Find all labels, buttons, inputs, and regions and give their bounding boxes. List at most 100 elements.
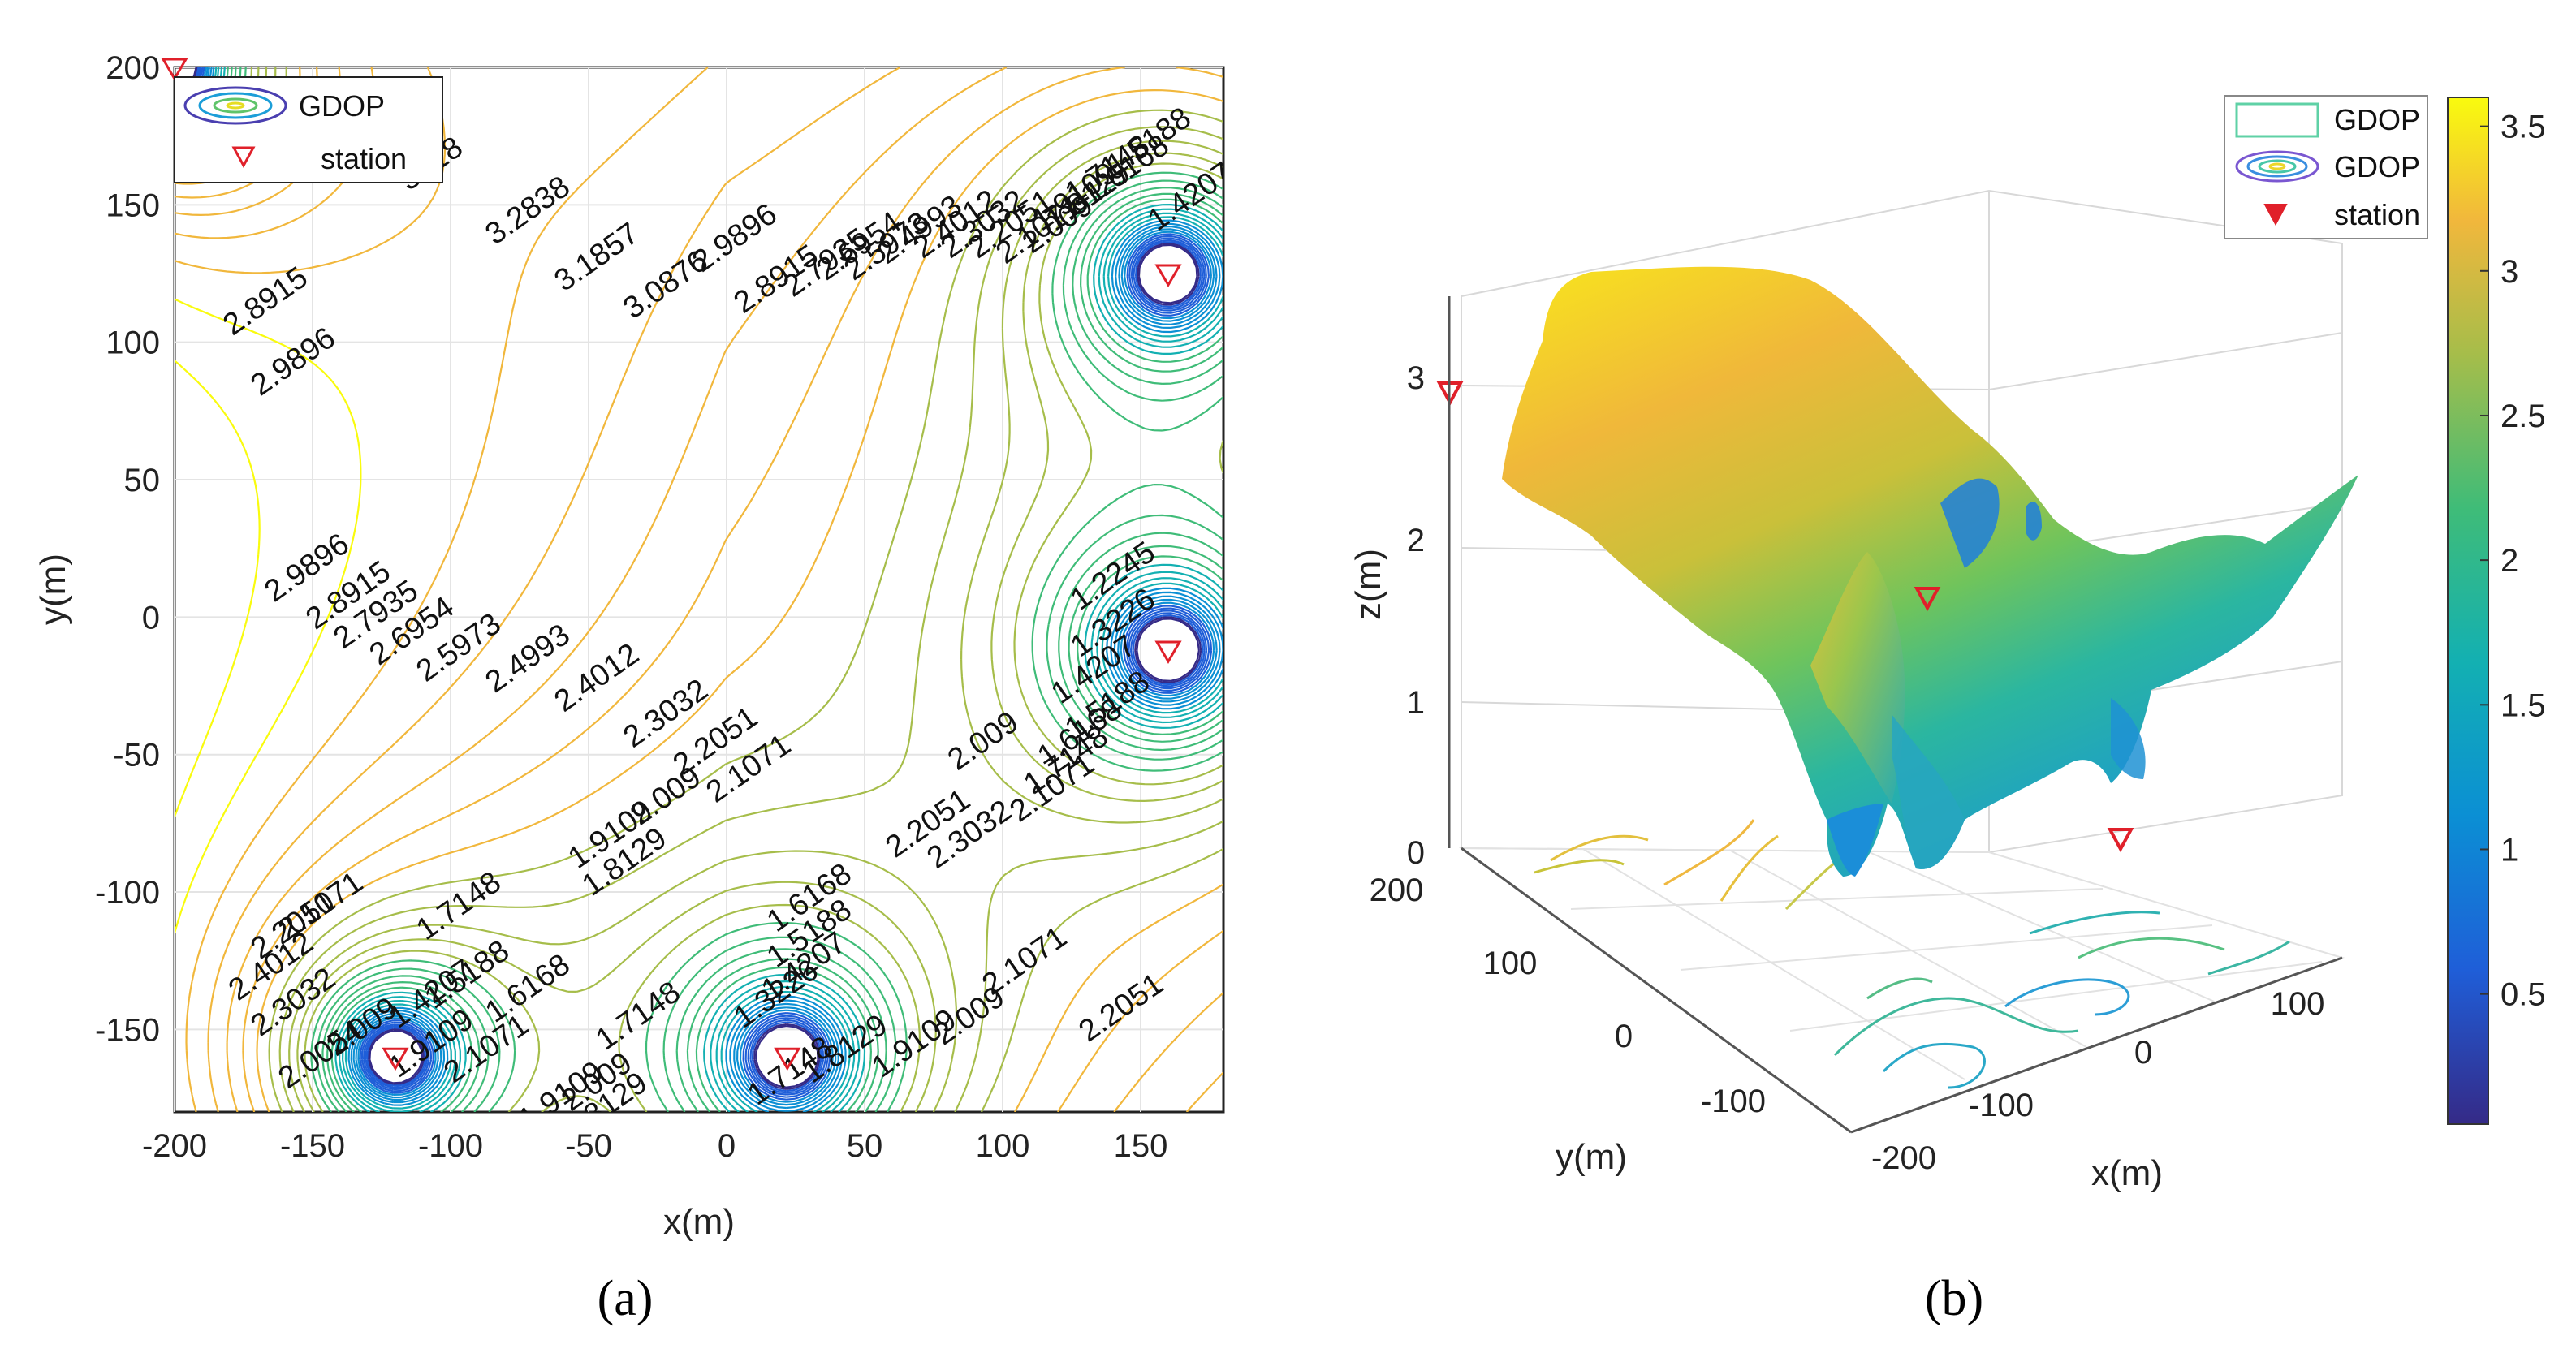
x-tick-label: -200: [142, 1128, 207, 1164]
z-tick-label: 1: [1407, 685, 1425, 721]
contour-line: [175, 67, 1202, 1090]
z-tick-label: 0: [1407, 835, 1425, 871]
contour-line: [175, 360, 261, 817]
panel-label-b: (b): [1925, 1271, 1983, 1326]
contour-line: [175, 67, 1223, 1112]
gdop-legend-icon: [183, 86, 287, 125]
contour-line: [175, 67, 1223, 1112]
contour-lines: [175, 67, 1223, 1112]
colorbar-tick-label: 3: [2500, 254, 2518, 290]
legend-entry-gdop: GDOP: [299, 89, 385, 123]
x-tick-label: -100: [418, 1128, 483, 1164]
y-tick-label: -100: [1701, 1084, 1766, 1119]
legend-3d: GDOP GDOP station: [2224, 95, 2428, 239]
gdop-surface-legend-icon: [2235, 102, 2319, 138]
contour-line: [175, 67, 1210, 1098]
x-tick-label: 0: [2134, 1035, 2152, 1071]
y-tick-labels: 200 150 100 50 0 -50 -100 -150: [95, 50, 160, 1048]
x-axis-label: x(m): [663, 1202, 735, 1242]
y-tick-label: 200: [106, 50, 160, 86]
x-tick-labels-3d: -200 -100 0 100: [1871, 986, 2324, 1176]
axis-lines: [1448, 296, 2343, 1134]
y-tick-label: 0: [1615, 1019, 1633, 1054]
x-tick-label: 100: [2271, 986, 2325, 1022]
contour-line: [175, 67, 1206, 1094]
contour-line: [175, 67, 1218, 1106]
station-marker: [1154, 640, 1182, 664]
legend: GDOP station: [174, 76, 443, 183]
contour-line: [175, 67, 1223, 1112]
z-tick-label: 3: [1407, 360, 1425, 396]
y-tick-label: 100: [1483, 946, 1538, 981]
colorbar-tick-label: 1.5: [2500, 687, 2546, 723]
x-tick-label: -50: [565, 1128, 612, 1164]
contour-line: [175, 67, 1223, 1112]
station-marker: [774, 1047, 801, 1071]
gdop-contour-legend-icon: [2235, 150, 2319, 183]
colorbar-gradient: [2447, 97, 2489, 1125]
x-tick-label: -100: [1969, 1088, 2034, 1123]
x-axis-label-3d: x(m): [2091, 1153, 2163, 1193]
contour-line: [175, 67, 1213, 1101]
contour-line: [175, 67, 1223, 1112]
colorbar-tick-label: 3.5: [2500, 110, 2546, 145]
contour-line: [175, 67, 1208, 1096]
y-tick-label: 100: [106, 325, 160, 361]
z-tick-labels: 3 2 1 0: [1407, 360, 1425, 871]
contour-line: [175, 67, 1223, 1112]
colorbar-tick-label: 0.5: [2500, 977, 2546, 1013]
contour-line: [175, 67, 1221, 1110]
y-axis-label-3d: y(m): [1556, 1137, 1627, 1177]
contour-line: [175, 67, 1223, 1112]
gdop-surface: [1502, 266, 2358, 877]
station-marker: [1914, 587, 1941, 612]
station-marker: [2107, 828, 2134, 853]
colorbar-tick-label: 1: [2500, 832, 2518, 868]
colorbar-tick-labels: 3.5 3 2.5 2 1.5 1 0.5: [2480, 110, 2546, 1013]
x-tick-label: -200: [1871, 1140, 1936, 1176]
colorbar-tick-label: 2: [2500, 543, 2518, 579]
z-tick-label: 2: [1407, 523, 1425, 558]
y-tick-label: -150: [95, 1012, 160, 1048]
y-tick-label: -100: [95, 875, 160, 911]
y-tick-label: 200: [1370, 873, 1424, 908]
station-markers: [161, 58, 1182, 1071]
contour-line: [175, 67, 1223, 1112]
contour-line: [175, 67, 1223, 1112]
legend-entry-gdop-surface: GDOP: [2334, 103, 2420, 136]
y-axis-label: y(m): [33, 554, 73, 625]
contour-plot-panel: 38183.28383.18573.08762.98962.89152.9896…: [33, 50, 1225, 1326]
station-marker: [1154, 264, 1182, 287]
station-marker: [161, 58, 188, 81]
legend-entry-gdop-contour: GDOP: [2334, 150, 2420, 183]
y-tick-label: 150: [106, 187, 160, 223]
contour-line: [175, 67, 1223, 1112]
panel-label-a: (a): [598, 1271, 654, 1326]
z-axis-label: z(m): [1348, 549, 1388, 620]
station-marker: [382, 1047, 409, 1071]
grid-lines: [174, 67, 1223, 1112]
contour-line: [175, 67, 1223, 1112]
contour-line: [175, 67, 709, 1112]
contour-line: [175, 67, 1204, 1092]
contour-line: [175, 67, 1223, 1112]
x-tick-label: 150: [1114, 1128, 1168, 1164]
x-tick-label: -150: [280, 1128, 345, 1164]
contour-line: [175, 67, 1223, 1112]
y-tick-label: 0: [142, 600, 160, 636]
contour-line: [175, 67, 1223, 1112]
legend-entry-station-3d: station: [2334, 198, 2420, 231]
colorbar: 3.5 3 2.5 2 1.5 1 0.5: [2447, 97, 2546, 1125]
floor-contours: [1534, 819, 2290, 1089]
legend-entry-station: station: [321, 142, 407, 175]
y-tick-label: -50: [113, 738, 160, 773]
contour-line: [175, 67, 1223, 1112]
colorbar-tick-label: 2.5: [2500, 399, 2546, 434]
x-tick-label: 0: [718, 1128, 736, 1164]
x-tick-label: 100: [976, 1128, 1030, 1164]
contour-line: [175, 67, 1223, 1112]
contour-line: [175, 298, 362, 934]
floor-grid: [1458, 847, 2345, 1134]
